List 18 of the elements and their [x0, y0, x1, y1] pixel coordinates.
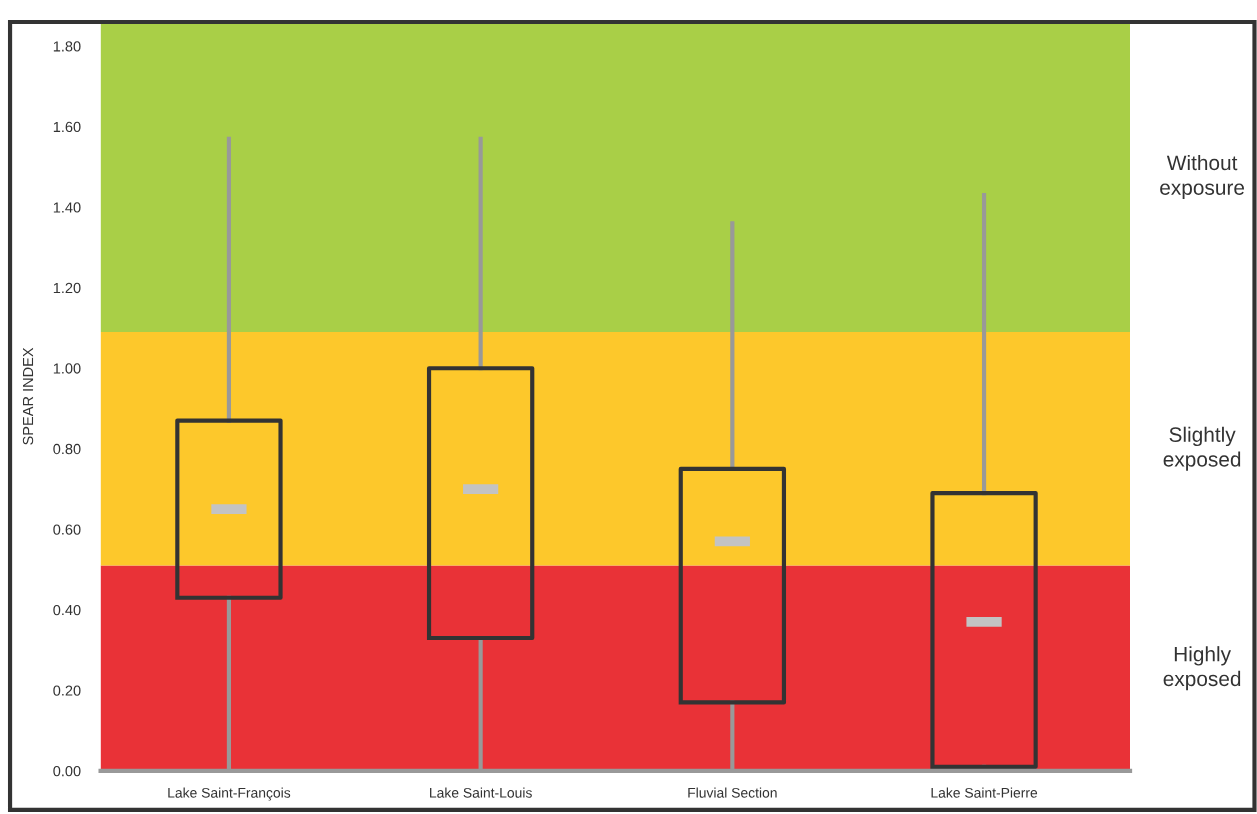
- x-tick-label: Lake Saint-François: [168, 787, 291, 801]
- y-tick-label: 1.60: [53, 121, 81, 133]
- y-tick-label: 1.40: [53, 202, 81, 213]
- x-tick-label: Fluvial Section: [688, 787, 777, 798]
- y-tick-label: 0.60: [53, 524, 81, 535]
- y-tick-label: 1.80: [53, 41, 81, 52]
- y-tick-label: 1.00: [53, 363, 81, 374]
- y-axis-title: SPEAR INDEX: [22, 347, 34, 445]
- y-tick-label: 0.80: [53, 443, 81, 455]
- y-tick-label: 0.00: [53, 765, 81, 777]
- x-tick-label: Lake Saint-Louis: [430, 787, 532, 798]
- band-label: Without exposure: [1160, 154, 1245, 200]
- y-tick-label: 0.20: [53, 685, 81, 696]
- y-tick-label: 1.20: [53, 282, 81, 294]
- band-label: Slightly exposed: [1163, 426, 1241, 471]
- x-tick-label: Lake Saint-Pierre: [931, 787, 1038, 798]
- band-label: Highly exposed: [1163, 646, 1241, 691]
- y-tick-label: 0.40: [53, 604, 81, 616]
